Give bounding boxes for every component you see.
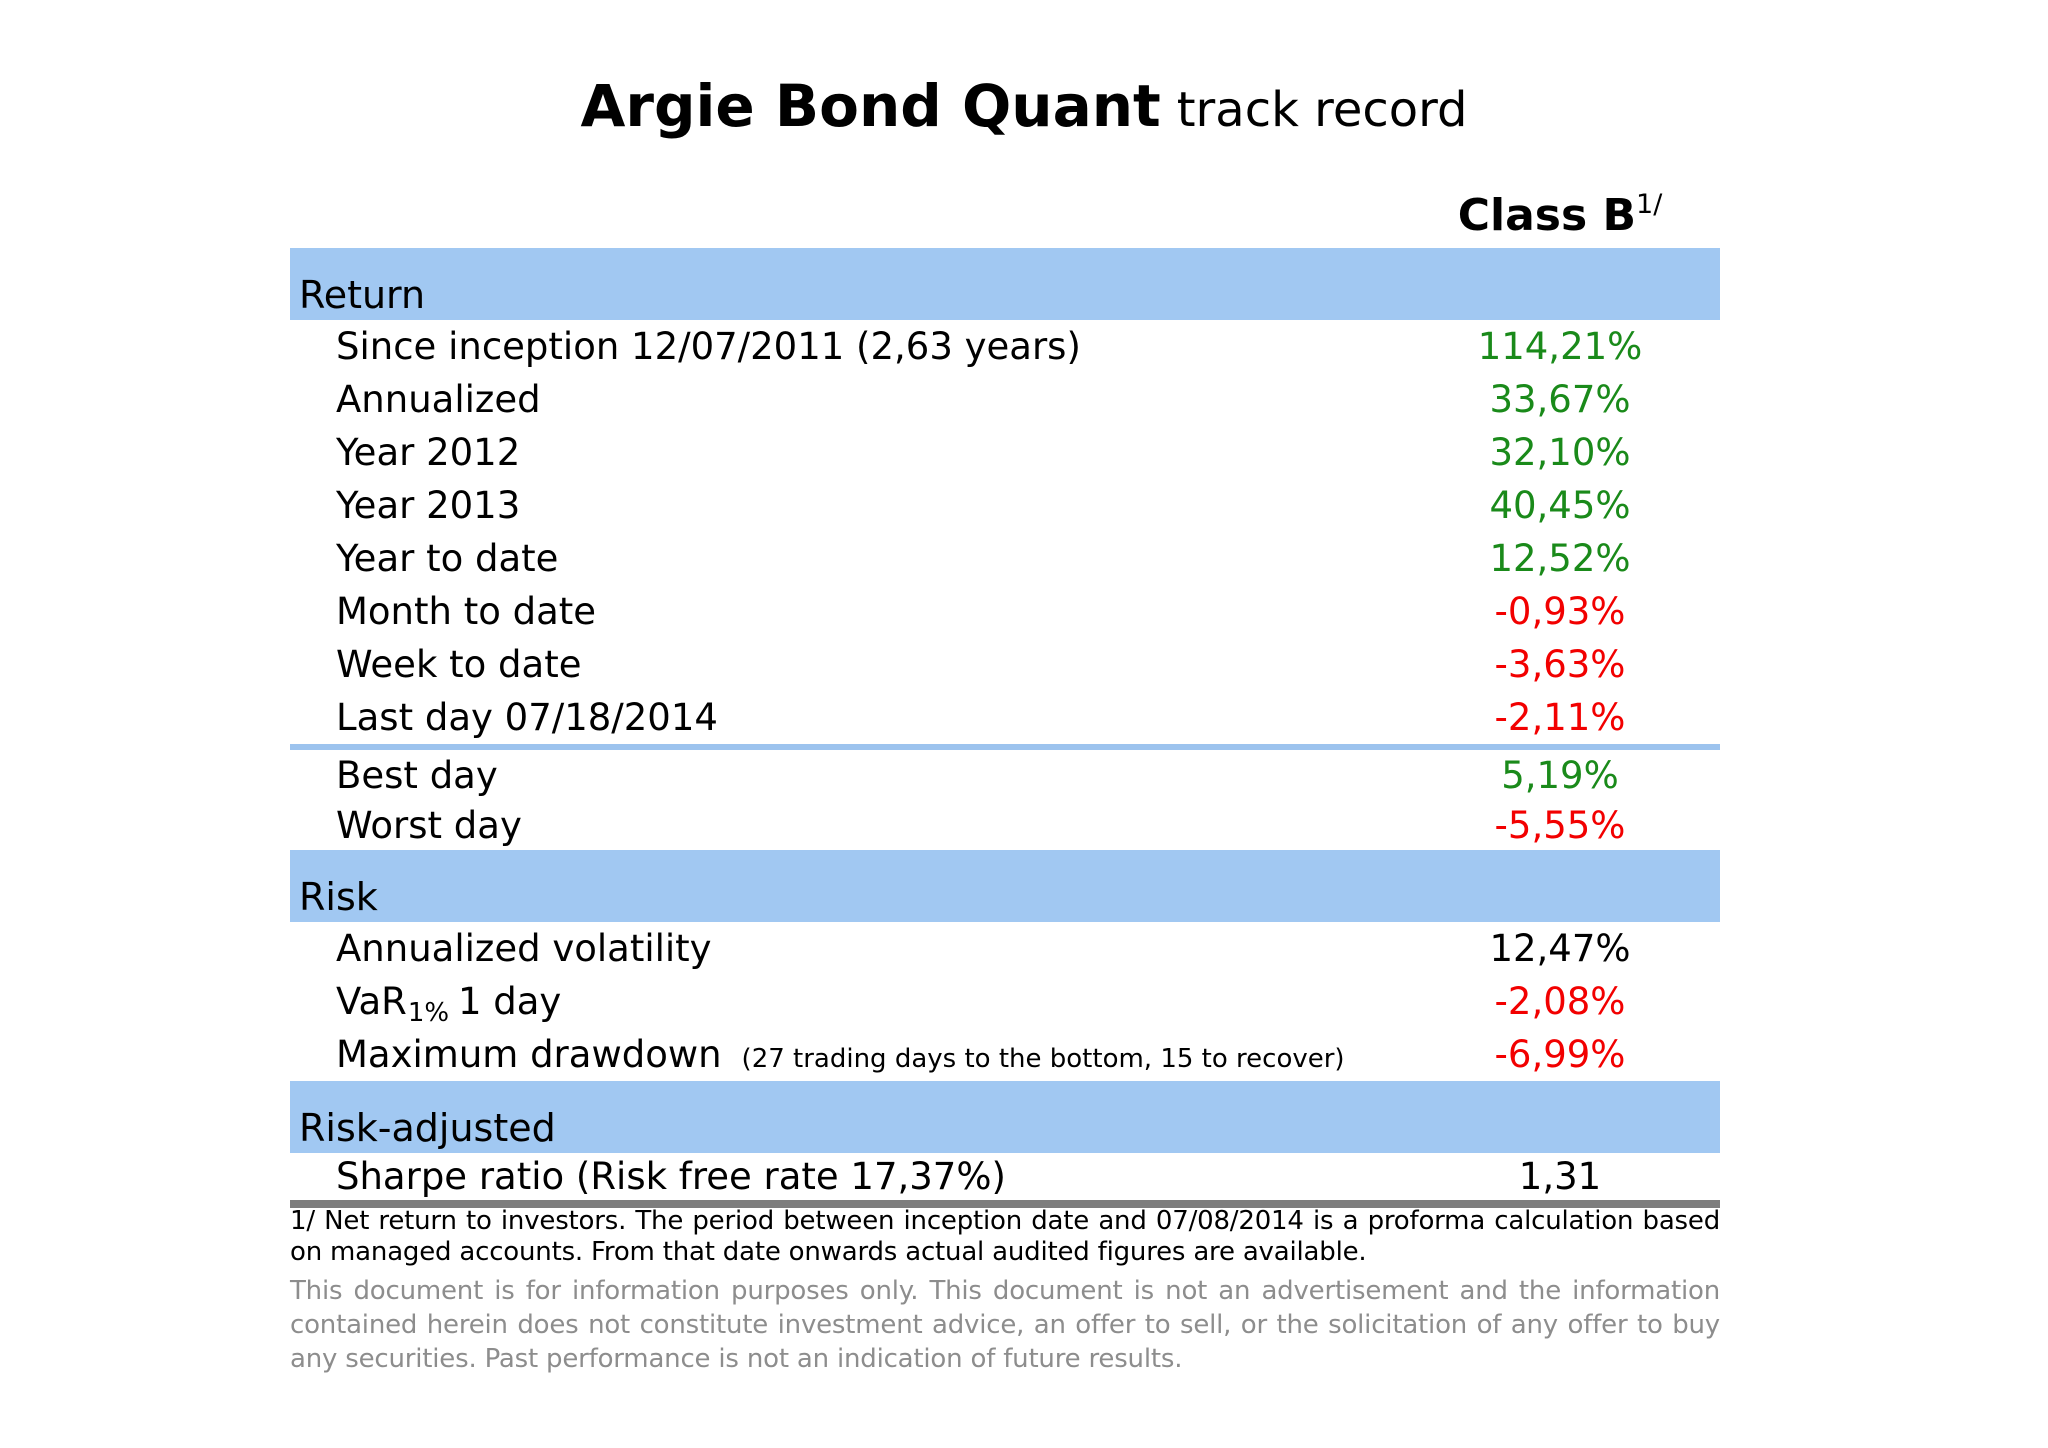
row-value: -2,08%	[1494, 980, 1626, 1023]
table-row: Best day 5,19%	[290, 750, 1720, 800]
class-b-label: Class B	[1457, 190, 1637, 241]
disclaimer-text: This document is for information purpose…	[290, 1276, 1720, 1374]
table-row: Week to date -3,63%	[290, 638, 1720, 691]
section-header-risk: Risk	[290, 850, 1720, 922]
drawdown-label: Maximum drawdown	[336, 1033, 722, 1076]
title-suffix: track record	[1176, 82, 1468, 138]
row-value: 12,52%	[1489, 537, 1631, 580]
table-row: Maximum drawdown (27 trading days to the …	[290, 1028, 1720, 1081]
row-value: 40,45%	[1489, 484, 1631, 527]
var-label-rest: 1 day	[457, 980, 562, 1023]
row-value: -2,11%	[1494, 696, 1626, 739]
row-value: -5,55%	[1494, 803, 1626, 847]
fund-name: Argie Bond Quant	[580, 72, 1161, 140]
row-value: 32,10%	[1489, 431, 1631, 474]
var-label: VaR	[336, 980, 407, 1023]
row-label: Last day 07/18/2014	[336, 696, 718, 739]
footnote-text: 1/ Net return to investors. The period b…	[290, 1206, 1720, 1267]
row-value: -0,93%	[1494, 590, 1626, 633]
page-title: Argie Bond Quant track record	[0, 72, 2048, 140]
row-value: 33,67%	[1489, 378, 1631, 421]
row-value: 5,19%	[1501, 753, 1619, 797]
table-row: Year to date 12,52%	[290, 532, 1720, 585]
table-row: VaR1% 1 day -2,08%	[290, 975, 1720, 1028]
table-row: Last day 07/18/2014 -2,11%	[290, 691, 1720, 744]
row-value: 114,21%	[1477, 325, 1643, 368]
row-label: Maximum drawdown (27 trading days to the …	[290, 1033, 1400, 1076]
table-row: Year 2013 40,45%	[290, 479, 1720, 532]
row-label: Year 2012	[336, 431, 521, 474]
row-label: Year to date	[336, 537, 559, 580]
section-header-return: Return	[290, 248, 1720, 320]
row-label: Month to date	[336, 590, 597, 633]
row-value: 1,31	[1518, 1155, 1602, 1198]
row-value: -6,99%	[1494, 1033, 1626, 1076]
row-label: Week to date	[336, 643, 582, 686]
table-row: Annualized 33,67%	[290, 373, 1720, 426]
row-label: Since inception 12/07/2011 (2,63 years)	[336, 325, 1081, 368]
row-label: Annualized volatility	[336, 927, 712, 970]
row-label: Year 2013	[336, 484, 521, 527]
row-label: VaR1% 1 day	[290, 980, 1400, 1028]
table-row: Month to date -0,93%	[290, 585, 1720, 638]
table-row: Worst day -5,55%	[290, 800, 1720, 850]
row-label: Best day	[336, 753, 498, 797]
footnote-reference-mark: 1/	[1636, 189, 1663, 220]
blue-divider	[290, 744, 1720, 750]
section-header-risk-adjusted: Risk-adjusted	[290, 1081, 1720, 1153]
column-header-class-b: Class B1/	[1400, 189, 1720, 241]
section-header-label: Risk	[299, 875, 378, 919]
row-value: -3,63%	[1494, 643, 1626, 686]
row-label: Sharpe ratio (Risk free rate 17,37%)	[336, 1155, 1006, 1198]
section-header-label: Return	[299, 273, 426, 317]
table-row: Sharpe ratio (Risk free rate 17,37%) 1,3…	[290, 1153, 1720, 1200]
table-bottom-rule	[290, 1200, 1720, 1208]
row-value: 12,47%	[1489, 927, 1631, 970]
row-label: Worst day	[336, 803, 522, 847]
drawdown-note: (27 trading days to the bottom, 15 to re…	[741, 1044, 1345, 1074]
section-header-label: Risk-adjusted	[299, 1106, 556, 1150]
table-row: Year 2012 32,10%	[290, 426, 1720, 479]
var-subscript: 1%	[407, 998, 450, 1028]
row-label: Annualized	[336, 378, 541, 421]
track-record-table: Return Since inception 12/07/2011 (2,63 …	[290, 248, 1720, 1208]
table-row: Since inception 12/07/2011 (2,63 years) …	[290, 320, 1720, 373]
table-row: Annualized volatility 12,47%	[290, 922, 1720, 975]
